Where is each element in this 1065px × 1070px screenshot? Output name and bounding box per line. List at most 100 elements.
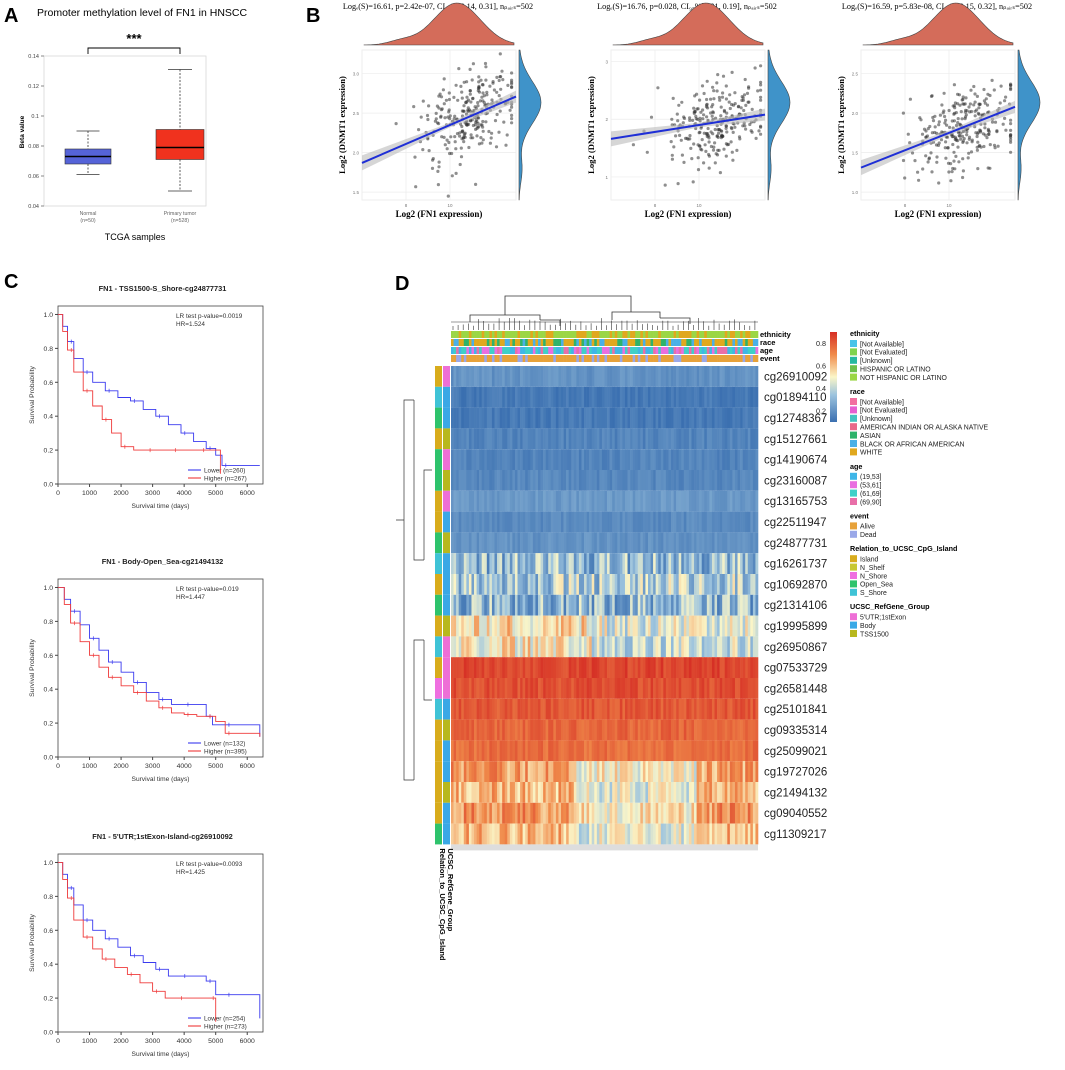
scatter-xtick-label: 8 <box>405 203 408 208</box>
heatmap-cell <box>481 636 485 658</box>
heatmap-cell <box>658 782 662 803</box>
heatmap-cell <box>752 553 756 574</box>
heatmap-cell <box>734 740 738 762</box>
heatmap-cell <box>476 511 480 533</box>
heatmap-cell <box>635 636 639 658</box>
heatmap-cell <box>589 802 593 824</box>
heatmap-cell <box>571 532 575 554</box>
heatmap-cell <box>451 553 454 574</box>
heatmap-cell <box>545 698 549 720</box>
heatmap-cell <box>673 470 677 491</box>
heatmap-cell <box>561 740 564 762</box>
heatmap-cell <box>755 761 759 782</box>
heatmap-cell <box>463 574 467 595</box>
heatmap-cell <box>507 594 511 616</box>
heatmap-cell <box>640 407 644 429</box>
scatter-point <box>998 101 1002 105</box>
heatmap-cell <box>453 782 457 803</box>
heatmap-cell <box>617 428 621 450</box>
heatmap-cell <box>548 366 552 387</box>
heatmap-cell <box>699 678 703 699</box>
heatmap-cell <box>558 574 562 595</box>
heatmap-cell <box>742 386 746 408</box>
heatmap-cell <box>568 782 572 803</box>
heatmap-cell <box>724 802 728 824</box>
heatmap-cell <box>550 594 554 616</box>
heatmap-cell <box>622 719 626 741</box>
scatter-point <box>727 100 731 104</box>
heatmap-cell <box>468 511 472 533</box>
heatmap-cell <box>530 678 534 699</box>
heatmap-cell <box>484 366 488 387</box>
column-annotation-cell <box>502 355 506 362</box>
heatmap-cell <box>678 698 682 720</box>
heatmap-cell <box>663 511 667 533</box>
survival-curve-higher <box>58 862 217 1022</box>
scatter-point <box>903 176 907 180</box>
scatter-point <box>950 119 954 123</box>
heatmap-cell <box>476 740 480 762</box>
heatmap-cell <box>581 511 585 533</box>
scatter-point <box>719 114 723 118</box>
heatmap-cell <box>706 636 710 658</box>
legend-swatch <box>850 406 857 414</box>
scatter-point <box>711 148 716 152</box>
heatmap-cell <box>489 574 493 595</box>
heatmap-cell <box>683 615 687 637</box>
boxplot-ytick-label: 0.06 <box>28 174 39 180</box>
heatmap-cell <box>527 428 531 450</box>
column-annotation-cell <box>627 355 631 362</box>
heatmap-cell <box>734 366 738 387</box>
scatter-point <box>461 136 466 140</box>
heatmap-cell <box>494 386 498 408</box>
heatmap-cell <box>576 553 580 574</box>
scatter-point <box>412 105 416 109</box>
heatmap-cell <box>678 574 682 595</box>
column-annotation-label: event <box>760 354 780 363</box>
heatmap-cell <box>681 678 685 699</box>
heatmap-cell <box>709 553 713 574</box>
heatmap-cell <box>717 449 720 470</box>
column-annotation-cell <box>458 355 462 362</box>
heatmap-cell <box>614 782 618 803</box>
heatmap-cell <box>724 407 728 429</box>
heatmap-cell <box>683 532 687 554</box>
heatmap-cell <box>586 407 590 429</box>
heatmap-cell <box>607 719 610 741</box>
heatmap-cell <box>632 490 636 512</box>
heatmap-cell <box>481 407 485 429</box>
heatmap-cell <box>729 657 733 678</box>
heatmap-cell <box>624 428 628 450</box>
column-annotation-cell <box>512 339 516 346</box>
heatmap-row-label: cg26910092 <box>764 371 827 383</box>
column-annotation-cell <box>709 355 713 362</box>
heatmap-cell <box>694 636 697 658</box>
heatmap-cell <box>578 366 582 387</box>
column-annotation-cell <box>456 339 459 346</box>
scatter-point <box>468 119 473 123</box>
heatmap-cell <box>558 823 562 845</box>
scatter-point <box>968 110 972 114</box>
column-annotation-cell <box>576 347 580 354</box>
heatmap-cell <box>673 407 677 429</box>
heatmap-cell <box>532 678 536 699</box>
heatmap-cell <box>586 657 590 678</box>
heatmap-cell <box>555 386 559 408</box>
column-annotation-cell <box>591 347 595 354</box>
scatter-point <box>737 104 741 108</box>
scatter-point <box>456 98 460 102</box>
column-annotation-cell <box>591 355 595 362</box>
heatmap-cell <box>755 532 759 554</box>
heatmap-cell <box>494 761 498 782</box>
heatmap-cell <box>747 553 751 574</box>
heatmap-cell <box>635 698 639 720</box>
column-annotation-cell <box>706 339 710 346</box>
heatmap-cell <box>635 428 639 450</box>
scatter-point <box>442 135 446 139</box>
heatmap-cell <box>665 407 669 429</box>
heatmap-cell <box>699 490 703 512</box>
heatmap-cell <box>691 449 695 470</box>
heatmap-cell <box>550 636 554 658</box>
heatmap-cell <box>601 636 605 658</box>
heatmap-cell <box>599 594 603 616</box>
